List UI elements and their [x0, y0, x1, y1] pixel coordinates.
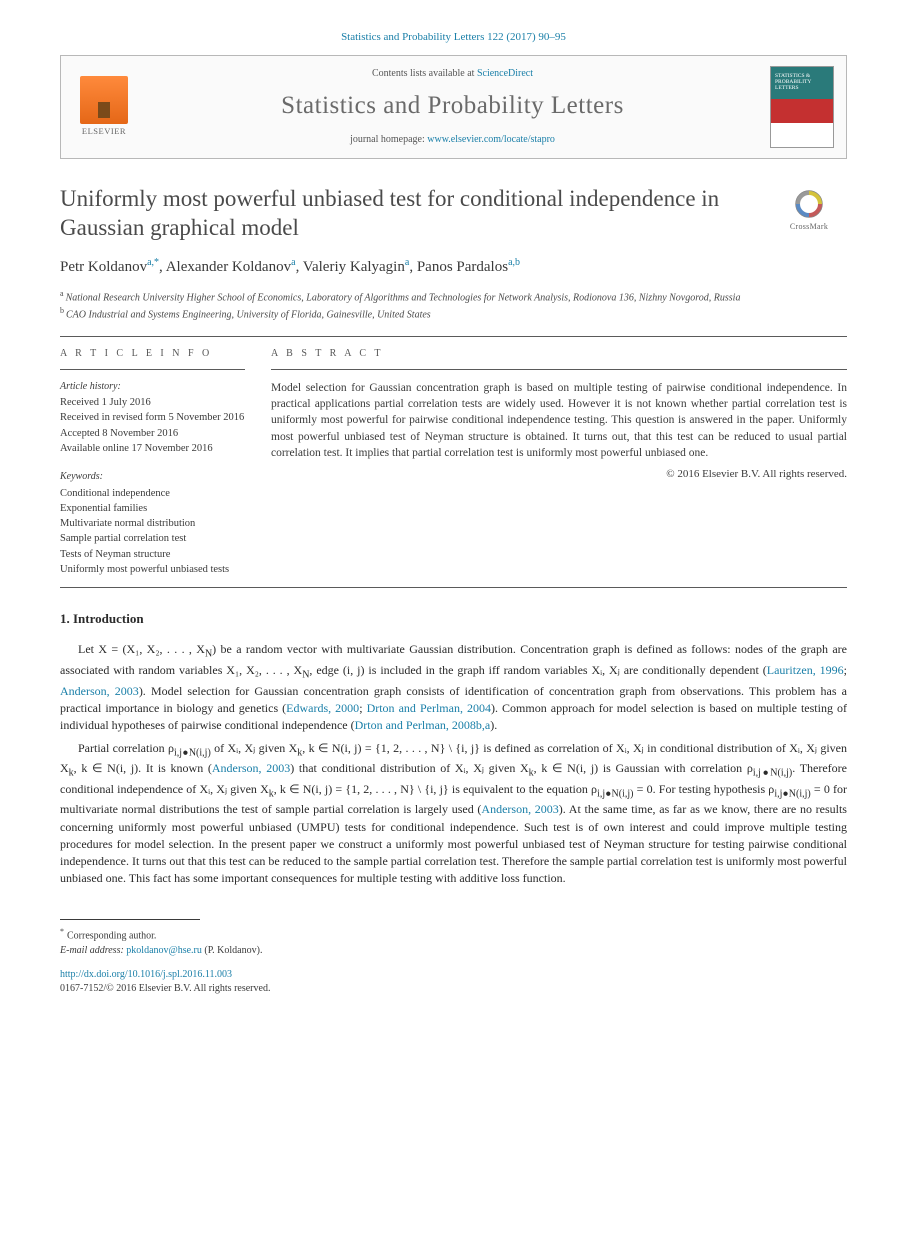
citation-line: Statistics and Probability Letters 122 (… — [60, 30, 847, 45]
history-accepted: Accepted 8 November 2016 — [60, 426, 245, 441]
divider — [60, 336, 847, 337]
cover-text: STATISTICS & PROBABILITY LETTERS — [775, 73, 829, 91]
history-revised: Received in revised form 5 November 2016 — [60, 410, 245, 425]
homepage-line: journal homepage: www.elsevier.com/locat… — [135, 133, 770, 147]
affiliation-b: bCAO Industrial and Systems Engineering,… — [60, 305, 847, 322]
ref-drton-1[interactable]: Drton and Perlman, 2004 — [367, 701, 491, 715]
email-link[interactable]: pkoldanov@hse.ru — [126, 945, 202, 956]
article-title: Uniformly most powerful unbiased test fo… — [60, 185, 757, 243]
history-received: Received 1 July 2016 — [60, 395, 245, 410]
homepage-prefix: journal homepage: — [350, 134, 427, 145]
keyword-3: Multivariate normal distribution — [60, 516, 245, 531]
paragraph-2: Partial correlation ρi,j●N(i,j) of Xᵢ, X… — [60, 740, 847, 887]
author-3[interactable]: Valeriy Kalyagin — [303, 259, 405, 275]
authors-line: Petr Koldanova,*, Alexander Koldanova, V… — [60, 256, 847, 277]
author-2-marks: a — [291, 257, 295, 268]
elsevier-logo[interactable]: ELSEVIER — [73, 71, 135, 143]
journal-name: Statistics and Probability Letters — [135, 89, 770, 123]
keyword-2: Exponential families — [60, 501, 245, 516]
homepage-link[interactable]: www.elsevier.com/locate/stapro — [427, 134, 555, 145]
elsevier-tree-icon — [80, 76, 128, 124]
aff-b-marker: b — [60, 306, 64, 315]
corr-label: Corresponding author. — [67, 930, 156, 941]
keywords-label: Keywords: — [60, 470, 245, 484]
author-2[interactable]: Alexander Koldanov — [166, 259, 291, 275]
keyword-4: Sample partial correlation test — [60, 531, 245, 546]
elsevier-label: ELSEVIER — [82, 126, 126, 137]
author-4-marks: a,b — [508, 257, 520, 268]
author-3-marks: a — [405, 257, 409, 268]
aff-a-marker: a — [60, 289, 64, 298]
history-label: Article history: — [60, 380, 245, 394]
meta-row: A R T I C L E I N F O Article history: R… — [60, 347, 847, 577]
abstract-heading: A B S T R A C T — [271, 347, 847, 361]
keyword-1: Conditional independence — [60, 486, 245, 501]
contents-prefix: Contents lists available at — [372, 68, 477, 79]
copyright-line: © 2016 Elsevier B.V. All rights reserved… — [271, 467, 847, 482]
ref-anderson-2[interactable]: Anderson, 2003 — [212, 761, 290, 775]
ref-anderson-1[interactable]: Anderson, 2003 — [60, 684, 139, 698]
email-label: E-mail address: — [60, 945, 126, 956]
author-1-marks: a,* — [147, 257, 159, 268]
article-info-column: A R T I C L E I N F O Article history: R… — [60, 347, 245, 577]
page: Statistics and Probability Letters 122 (… — [0, 0, 907, 1036]
author-1[interactable]: Petr Koldanov — [60, 259, 147, 275]
divider — [60, 369, 245, 370]
paragraph-1: Let X = (X₁, X₂, . . . , XN) be a random… — [60, 641, 847, 733]
history-online: Available online 17 November 2016 — [60, 441, 245, 456]
ref-edwards[interactable]: Edwards, 2000 — [286, 701, 359, 715]
ref-anderson-3[interactable]: Anderson, 2003 — [481, 802, 558, 816]
affiliations: aNational Research University Higher Sch… — [60, 288, 847, 323]
title-row: Uniformly most powerful unbiased test fo… — [60, 185, 847, 243]
header-center: Contents lists available at ScienceDirec… — [135, 67, 770, 146]
aff-a-text: National Research University Higher Scho… — [66, 292, 741, 303]
contents-available-line: Contents lists available at ScienceDirec… — [135, 67, 770, 81]
divider — [271, 369, 847, 370]
issn-line: 0167-7152/© 2016 Elsevier B.V. All right… — [60, 982, 847, 996]
keyword-6: Uniformly most powerful unbiased tests — [60, 562, 245, 577]
corr-marker: * — [60, 927, 64, 936]
article-info-heading: A R T I C L E I N F O — [60, 347, 245, 361]
crossmark-label: CrossMark — [771, 222, 847, 233]
ref-drton-2[interactable]: Drton and Perlman, 2008b,a — [355, 718, 491, 732]
crossmark-icon — [794, 189, 824, 219]
abstract-text: Model selection for Gaussian concentrati… — [271, 380, 847, 462]
journal-header: ELSEVIER Contents lists available at Sci… — [60, 55, 847, 159]
divider — [60, 587, 847, 588]
aff-b-text: CAO Industrial and Systems Engineering, … — [66, 309, 431, 320]
author-4[interactable]: Panos Pardalos — [417, 259, 508, 275]
journal-cover-thumbnail[interactable]: STATISTICS & PROBABILITY LETTERS — [770, 66, 834, 148]
footnote-corresponding: *Corresponding author. — [60, 926, 847, 943]
section-intro-heading: 1. Introduction — [60, 610, 847, 628]
ref-lauritzen[interactable]: Lauritzen, 1996 — [767, 663, 844, 677]
doi-link[interactable]: http://dx.doi.org/10.1016/j.spl.2016.11.… — [60, 968, 847, 982]
footnote-separator — [60, 919, 200, 920]
affiliation-a: aNational Research University Higher Sch… — [60, 288, 847, 305]
sciencedirect-link[interactable]: ScienceDirect — [477, 68, 533, 79]
email-suffix: (P. Koldanov). — [202, 945, 263, 956]
footnote-email: E-mail address: pkoldanov@hse.ru (P. Kol… — [60, 943, 847, 958]
abstract-column: A B S T R A C T Model selection for Gaus… — [271, 347, 847, 577]
keyword-5: Tests of Neyman structure — [60, 547, 245, 562]
crossmark-badge[interactable]: CrossMark — [771, 189, 847, 233]
